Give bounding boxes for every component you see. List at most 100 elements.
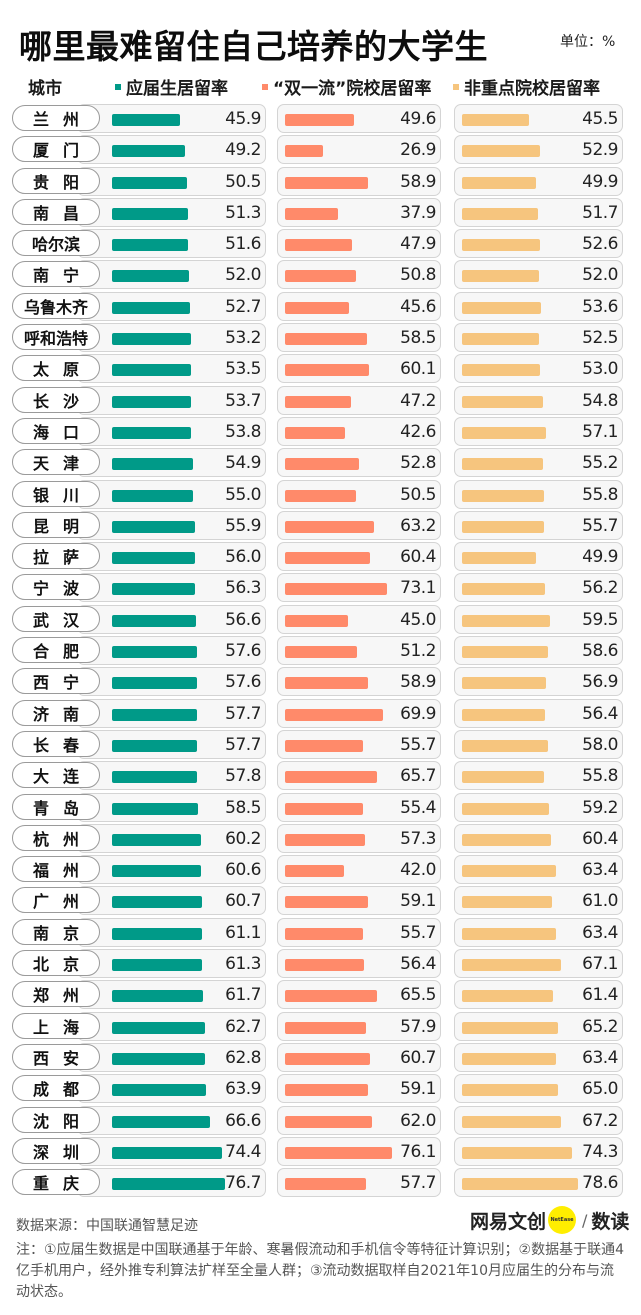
city-label: 成都: [12, 1075, 100, 1102]
city-label: 大连: [12, 762, 100, 789]
s1-value: 53.2: [225, 328, 261, 349]
s1-bar: [112, 520, 195, 533]
s3-bar: [462, 1178, 578, 1191]
s1-cell: 53.8: [77, 416, 266, 446]
s1-bar: [112, 646, 197, 659]
s2-bar: [285, 1146, 392, 1159]
s2-cell: 55.4: [277, 792, 441, 822]
s1-bar: [112, 270, 189, 283]
s3-cell: 56.2: [454, 573, 623, 603]
s2-cell: 65.5: [277, 980, 441, 1010]
s1-bar: [112, 1084, 207, 1097]
s3-value: 59.5: [582, 609, 618, 630]
s2-cell: 49.6: [277, 104, 441, 133]
s3-bar: [462, 865, 556, 878]
s3-bar: [462, 270, 539, 283]
s2-cell: 60.7: [277, 1042, 441, 1072]
s1-cell: 62.8: [77, 1042, 266, 1072]
s3-value: 61.0: [582, 891, 618, 912]
s1-bar: [112, 1021, 205, 1034]
s3-value: 55.8: [582, 766, 618, 787]
city-label: 西安: [12, 1043, 100, 1070]
table-row: 昆明 55.9 63.2 55.7: [0, 510, 641, 541]
s1-cell: 57.7: [77, 698, 266, 728]
s3-value: 52.5: [582, 328, 618, 349]
s1-bar: [112, 145, 185, 158]
s1-bar: [112, 176, 187, 189]
s2-value: 58.9: [400, 672, 436, 693]
s2-value: 26.9: [400, 140, 436, 161]
s3-bar: [462, 833, 552, 846]
logo-badge-icon: NetEase: [548, 1206, 577, 1234]
s2-bar: [285, 896, 368, 909]
s1-value: 53.7: [225, 390, 261, 411]
s1-bar: [112, 614, 196, 627]
s2-cell: 58.9: [277, 667, 441, 697]
s1-bar: [112, 677, 197, 690]
s2-value: 55.4: [400, 797, 436, 818]
s3-value: 67.1: [582, 954, 618, 975]
s3-cell: 55.7: [454, 510, 623, 540]
s1-cell: 61.1: [77, 917, 266, 947]
s1-bar: [112, 207, 188, 220]
city-label: 广州: [12, 887, 100, 914]
s3-value: 67.2: [582, 1110, 618, 1131]
s3-cell: 53.0: [454, 354, 623, 384]
s2-bar: [285, 739, 363, 752]
s3-cell: 59.5: [454, 604, 623, 634]
table-row: 贵阳 50.5 58.9 49.9: [0, 166, 641, 197]
s1-value: 49.2: [225, 140, 261, 161]
table-row: 郑州 61.7 65.5 61.4: [0, 979, 641, 1010]
s1-value: 50.5: [225, 171, 261, 192]
s3-bar: [462, 176, 536, 189]
s3-value: 59.2: [582, 797, 618, 818]
s3-bar: [462, 1115, 562, 1128]
s2-bar: [285, 520, 374, 533]
s2-bar: [285, 176, 368, 189]
s2-value: 57.3: [400, 828, 436, 849]
s3-bar: [462, 333, 540, 346]
s1-cell: 66.6: [77, 1105, 266, 1135]
s1-value: 76.7: [225, 1173, 261, 1194]
s3-cell: 49.9: [454, 542, 623, 572]
s1-value: 55.0: [225, 484, 261, 505]
s1-cell: 60.2: [77, 823, 266, 853]
s1-cell: 53.7: [77, 385, 266, 415]
table-row: 武汉 56.6 45.0 59.5: [0, 604, 641, 635]
s3-value: 61.4: [582, 985, 618, 1006]
s1-cell: 57.6: [77, 667, 266, 697]
s3-bar: [462, 1052, 556, 1065]
s1-value: 60.2: [225, 828, 261, 849]
s2-value: 60.4: [400, 547, 436, 568]
s2-value: 47.2: [400, 390, 436, 411]
s3-cell: 53.6: [454, 291, 623, 321]
s2-bar: [285, 395, 352, 408]
s2-value: 45.6: [400, 296, 436, 317]
table-row: 西安 62.8 60.7 63.4: [0, 1042, 641, 1073]
s3-cell: 67.2: [454, 1105, 623, 1135]
table-row: 南昌 51.3 37.9 51.7: [0, 197, 641, 228]
s1-bar: [112, 739, 198, 752]
s2-cell: 62.0: [277, 1105, 441, 1135]
s2-bar: [285, 646, 357, 659]
s3-value: 78.6: [582, 1173, 618, 1194]
s2-value: 60.1: [400, 359, 436, 380]
legend-s2-label: “双一流”院校居留率: [273, 79, 432, 99]
s2-value: 37.9: [400, 202, 436, 223]
s1-value: 57.7: [225, 703, 261, 724]
s2-cell: 55.7: [277, 729, 441, 759]
s3-bar: [462, 552, 536, 565]
s3-bar: [462, 959, 561, 972]
s2-value: 57.7: [400, 1173, 436, 1194]
s2-cell: 52.8: [277, 448, 441, 478]
chart-rows: 兰州 45.9 49.6 45.5 厦门 49.2 26.9 52.9 贵阳 50.5 58.9 49…: [0, 103, 641, 1198]
s2-bar: [285, 990, 377, 1003]
s3-value: 53.0: [582, 359, 618, 380]
s1-value: 74.4: [225, 1141, 261, 1162]
table-row: 杭州 60.2 57.3 60.4: [0, 823, 641, 854]
s1-value: 52.7: [225, 296, 261, 317]
s3-cell: 51.7: [454, 197, 623, 227]
s2-bar: [285, 614, 348, 627]
s1-cell: 76.7: [77, 1168, 266, 1198]
city-label: 济南: [12, 699, 100, 726]
